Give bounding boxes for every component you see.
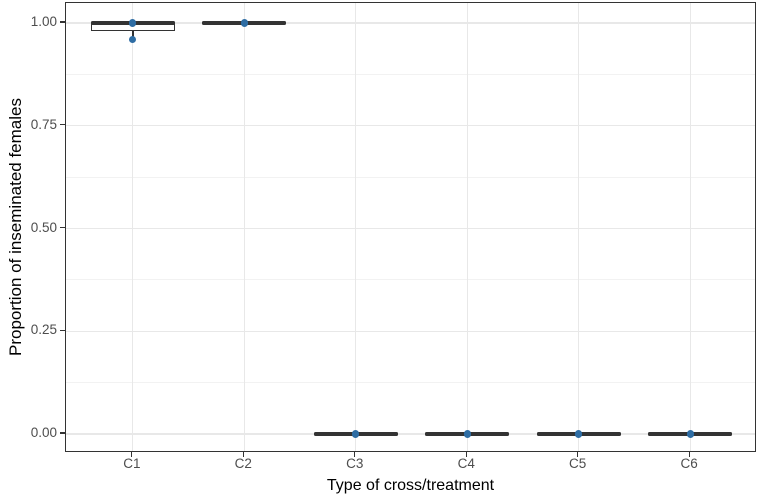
y-tick-label: 0.00 — [30, 425, 57, 440]
x-tick-label-C4: C4 — [457, 456, 475, 471]
gridline-major-horizontal — [66, 125, 755, 127]
y-tick-mark — [60, 21, 65, 23]
x-tick-label-C5: C5 — [569, 456, 587, 471]
x-tick-mark — [577, 452, 579, 457]
x-tick-mark — [465, 452, 467, 457]
gridline-minor-horizontal — [66, 176, 755, 178]
y-tick-mark — [60, 124, 65, 126]
y-tick-label: 0.25 — [30, 322, 57, 338]
x-tick-mark — [242, 452, 244, 457]
gridline-vertical-C5 — [578, 3, 580, 451]
y-tick-mark — [60, 329, 65, 331]
gridline-major-horizontal — [66, 22, 755, 24]
gridline-minor-horizontal — [66, 382, 755, 384]
x-tick-label-C1: C1 — [123, 456, 141, 471]
whisker-low-C1 — [132, 31, 134, 40]
gridline-vertical-C4 — [466, 3, 468, 451]
data-point-C2 — [240, 19, 248, 27]
x-tick-label-C6: C6 — [680, 456, 698, 471]
data-point-C1 — [129, 19, 137, 27]
gridline-vertical-C3 — [355, 3, 357, 451]
gridline-vertical-C1 — [132, 3, 134, 451]
x-tick-label-C3: C3 — [346, 456, 364, 471]
y-tick-label: 0.75 — [30, 116, 57, 132]
y-tick-mark — [60, 432, 65, 434]
x-tick-mark — [354, 452, 356, 457]
gridline-minor-horizontal — [66, 279, 755, 281]
x-tick-mark — [688, 452, 690, 457]
gridline-vertical-C6 — [689, 3, 691, 451]
data-point-C6 — [686, 430, 694, 438]
data-point-C1 — [129, 35, 137, 44]
y-tick-label: 1.00 — [30, 14, 57, 29]
gridline-major-horizontal — [66, 433, 755, 435]
data-point-C3 — [352, 430, 360, 438]
y-tick-mark — [60, 226, 65, 229]
data-point-C5 — [575, 430, 583, 438]
x-tick-label-C2: C2 — [234, 456, 252, 471]
y-tick-label: 0.50 — [30, 219, 57, 235]
gridline-vertical-C2 — [243, 3, 245, 451]
x-tick-mark — [131, 452, 133, 457]
gridline-major-horizontal — [66, 227, 755, 230]
plot-panel — [65, 2, 756, 452]
gridline-major-horizontal — [66, 330, 755, 332]
gridline-minor-horizontal — [66, 73, 755, 75]
x-axis-title: Type of cross/treatment — [326, 477, 495, 494]
data-point-C4 — [463, 430, 471, 438]
